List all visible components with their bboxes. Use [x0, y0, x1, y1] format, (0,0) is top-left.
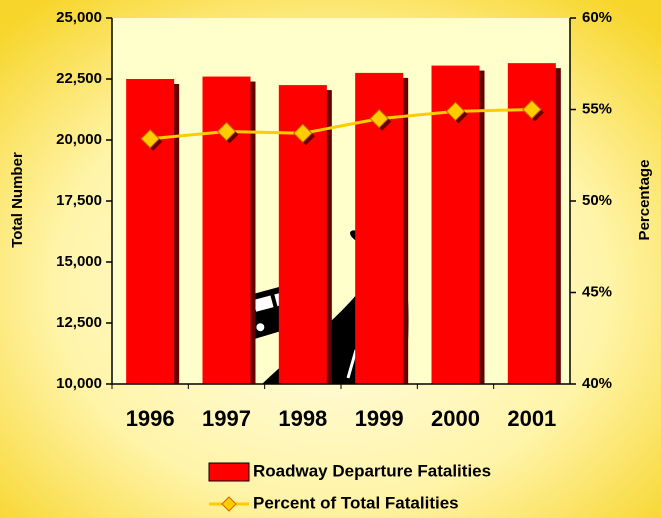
y-tick-label: 22,500: [56, 70, 102, 87]
marker: [140, 129, 160, 149]
y-tick-label: 15,000: [56, 253, 102, 270]
legend-marker: [221, 496, 237, 512]
x-tick-label: 1996: [126, 406, 175, 431]
legend-label: Roadway Departure Fatalities: [253, 461, 491, 480]
y2-axis-title: Percentage: [636, 160, 653, 241]
marker: [369, 108, 389, 129]
legend-swatch: [208, 462, 250, 482]
marker: [293, 123, 313, 143]
y-tick-label: 10,000: [56, 375, 102, 392]
y2-tick-label: 55%: [582, 100, 612, 117]
y-tick-label: 25,000: [56, 9, 102, 26]
x-tick-label: 2000: [431, 406, 480, 431]
y-axis-title: Total Number: [9, 152, 26, 248]
marker: [522, 99, 542, 120]
x-tick-label: 2001: [507, 406, 556, 431]
bar: [126, 79, 175, 384]
y2-tick-label: 40%: [582, 375, 612, 392]
line: [150, 108, 532, 141]
legend-label: Percent of Total Fatalities: [253, 493, 459, 512]
y-tick-label: 12,500: [56, 314, 102, 331]
y2-tick-label: 60%: [582, 9, 612, 26]
y-tick-label: 17,500: [56, 192, 102, 209]
y-tick-label: 20,000: [56, 131, 102, 148]
marker: [216, 121, 237, 142]
y2-tick-label: 50%: [582, 192, 612, 209]
x-tick-label: 1999: [355, 406, 404, 431]
y2-tick-label: 45%: [582, 283, 612, 300]
marker: [445, 101, 466, 122]
x-tick-label: 1997: [202, 406, 251, 431]
x-tick-label: 1998: [278, 406, 327, 431]
